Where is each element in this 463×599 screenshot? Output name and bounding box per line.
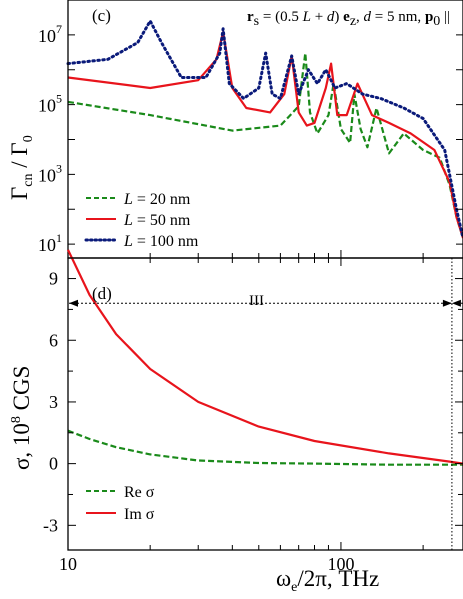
region-arrow-head-right-out	[451, 299, 461, 307]
legend-label-im: Im σ	[124, 506, 155, 523]
panel-c-tag: (c)	[92, 6, 111, 25]
x-tick-label: 10	[59, 554, 77, 574]
panel-d-chart: -3 0 3 6 9 10 100 (d) III σ, 108 CGS ωe/2π, TH…	[9, 249, 463, 595]
legend-label-re: Re σ	[124, 484, 155, 501]
panel-d-frame	[67, 257, 463, 551]
panel-d-y-axis-title: σ, 108 CGS	[9, 366, 34, 470]
y-tick-label-d: 9	[49, 269, 58, 289]
legend-label-l20: L = 20 nm	[123, 191, 191, 208]
panel-d-ticks: -3 0 3 6 9 10 100	[43, 258, 463, 574]
y-tick-label-d: -3	[43, 515, 58, 535]
series-line-l-20-nm	[67, 52, 463, 239]
panel-c-ticks: 101 103 105 107	[38, 0, 463, 258]
panel-c-series-group	[66, 19, 463, 240]
panel-d-series-group	[67, 249, 463, 550]
x-tick-label: 100	[327, 554, 354, 574]
panel-c-legend: L = 20 nm L = 50 nm L = 100 nm	[84, 191, 199, 250]
legend-label-l100: L = 100 nm	[123, 233, 199, 250]
y-tick-label-c: 101	[38, 231, 62, 255]
panel-c-annotation: rs = (0.5 L + d) ez, d = 5 nm, p0 ||	[247, 9, 450, 29]
region-arrow-head-left	[69, 299, 78, 307]
panel-c-y-axis-title: Γcn / Γ0	[7, 135, 36, 200]
y-tick-label-d: 0	[49, 454, 58, 474]
series-line-re-	[67, 429, 463, 466]
series-line-im-	[67, 249, 463, 465]
region-label: III	[249, 293, 264, 309]
series-line-l-100-nm	[66, 19, 463, 240]
y-tick-label-c: 105	[38, 92, 62, 116]
y-tick-label-c: 103	[38, 161, 62, 185]
panel-d-tag: (d)	[92, 284, 112, 303]
legend-label-l50: L = 50 nm	[123, 212, 191, 229]
y-tick-label-d: 3	[49, 392, 58, 412]
y-tick-label-c: 107	[38, 22, 62, 46]
region-arrow-head-right	[442, 299, 452, 307]
y-tick-label-d: 6	[49, 330, 58, 350]
panel-d-x-axis-title: ωe/2π, THz	[276, 566, 379, 595]
panel-c-chart: 101 103 105 107 (c) rs = (0.5 L + d) ez, d …	[7, 0, 463, 259]
panel-d-legend: Re σ Im σ	[86, 484, 155, 523]
